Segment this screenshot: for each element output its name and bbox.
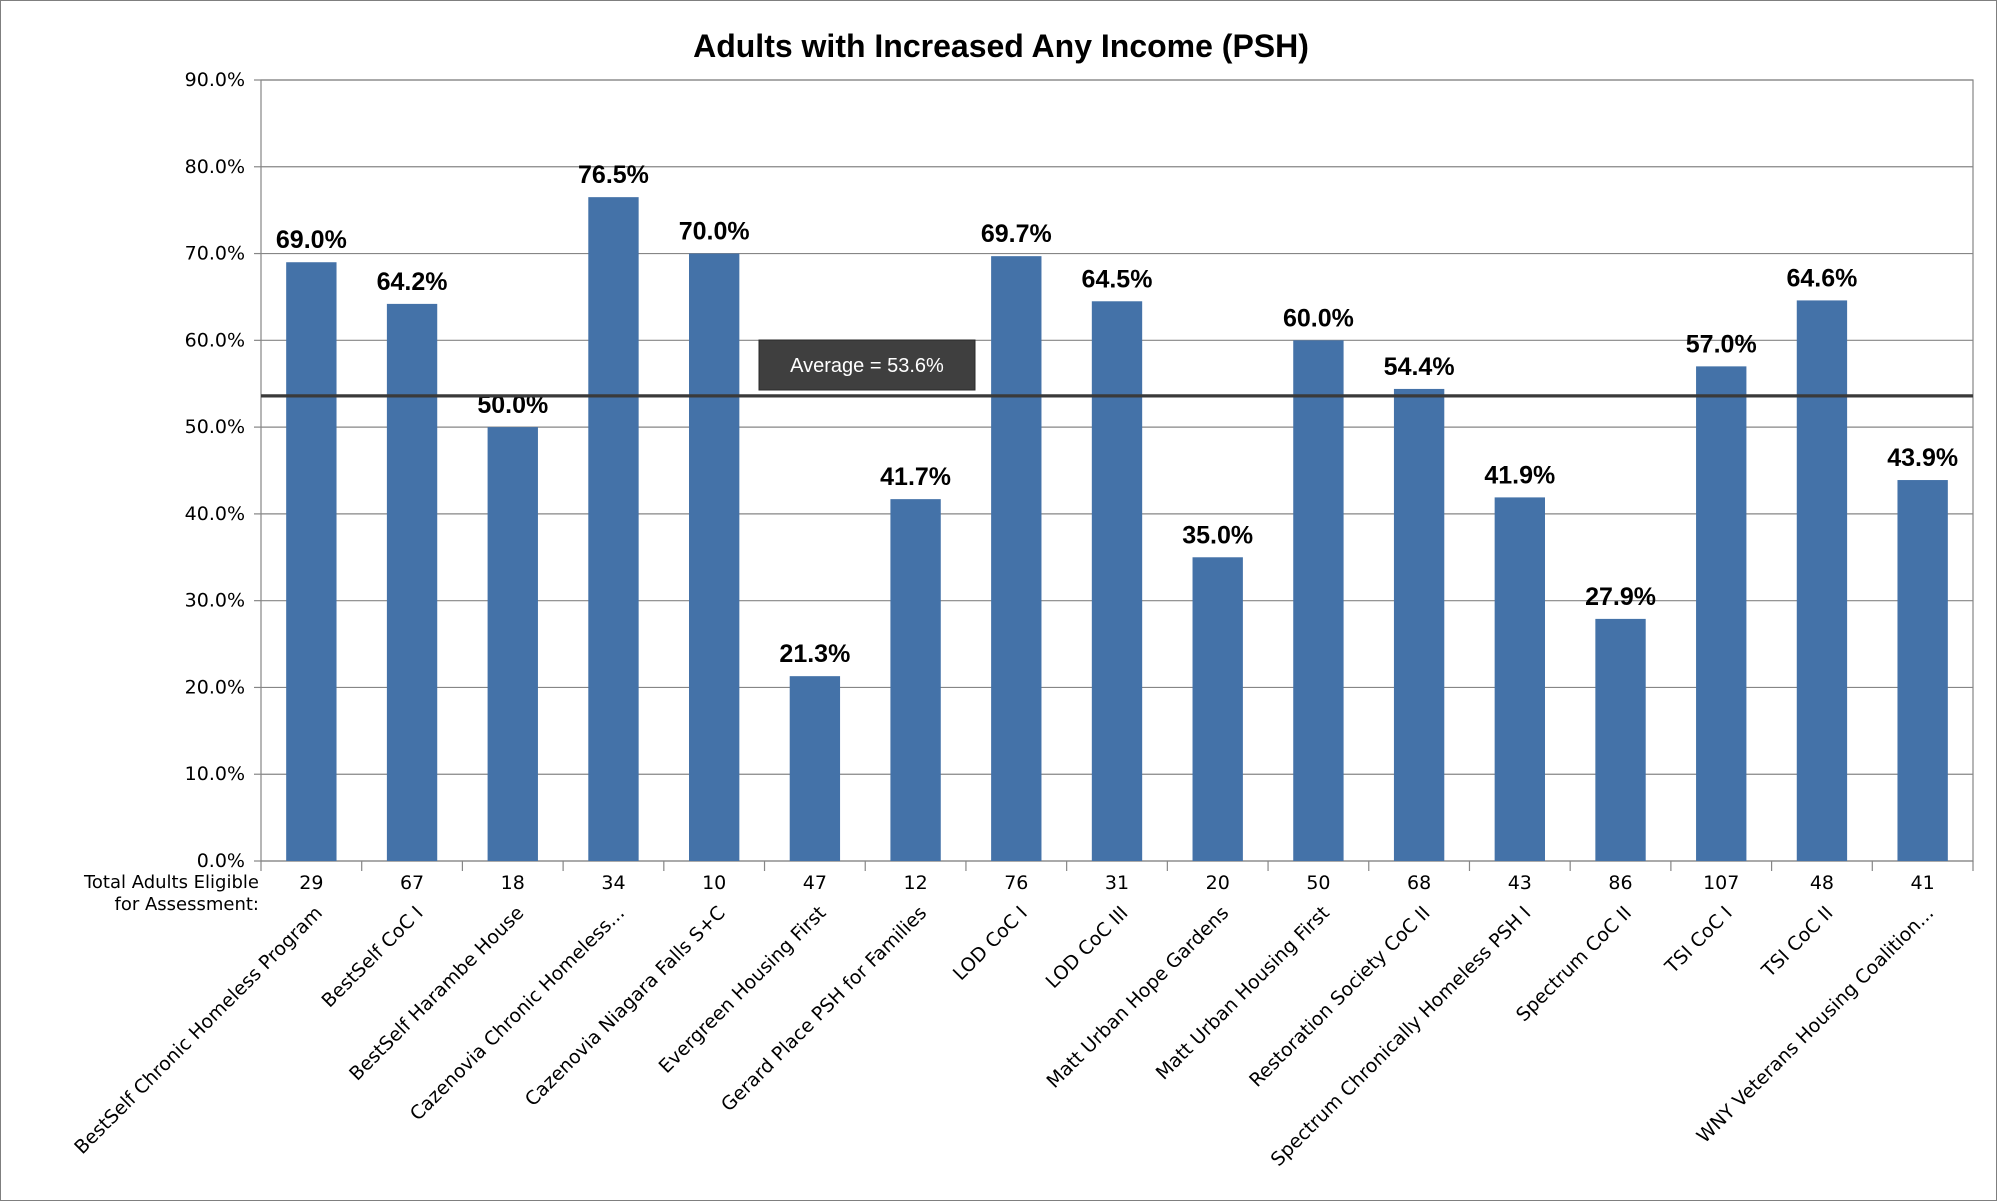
eligible-count: 76 <box>1004 872 1028 894</box>
eligible-count: 31 <box>1105 872 1129 894</box>
y-tick-label: 40.0% <box>185 503 245 525</box>
x-category-label: Matt Urban Hope Gardens <box>1043 902 1234 1093</box>
eligible-row-label-line2: for Assessment: <box>114 894 259 915</box>
eligible-count: 12 <box>903 872 927 894</box>
eligible-count: 48 <box>1810 872 1834 894</box>
x-category-label: Cazenovia Chronic Homeless... <box>406 902 629 1125</box>
bar <box>286 262 337 861</box>
bar <box>487 427 538 861</box>
eligible-count: 34 <box>601 872 625 894</box>
y-axis: 0.0% 10.0% 20.0% 30.0% 40.0% 50.0% 60.0% 70.0% 8… <box>185 69 261 872</box>
eligible-count: 50 <box>1306 872 1330 894</box>
x-category-label: LOD CoC I <box>949 902 1032 985</box>
data-label: 64.2% <box>377 268 448 296</box>
eligible-count: 10 <box>702 872 726 894</box>
data-label: 54.4% <box>1384 353 1455 381</box>
eligible-count: 18 <box>501 872 525 894</box>
data-label: 64.5% <box>1082 265 1153 293</box>
bar <box>1696 366 1747 861</box>
data-label: 76.5% <box>578 161 649 189</box>
y-tick-label: 10.0% <box>185 763 245 785</box>
data-label: 43.9% <box>1887 444 1958 472</box>
y-tick-label: 0.0% <box>197 850 245 872</box>
eligible-count: 67 <box>400 872 424 894</box>
eligible-count: 41 <box>1911 872 1935 894</box>
bar <box>789 676 841 861</box>
x-axis: BestSelf Chronic Homeless ProgramBestSel… <box>70 861 1974 1171</box>
data-label: 41.7% <box>880 463 951 491</box>
eligible-row-label-line1: Total Adults Eligible <box>83 872 259 893</box>
bar <box>1897 480 1948 861</box>
eligible-count: 86 <box>1608 872 1632 894</box>
y-tick-label: 20.0% <box>185 676 245 698</box>
y-tick-label: 50.0% <box>185 416 245 438</box>
data-label: 57.0% <box>1686 330 1757 358</box>
bar <box>1091 301 1143 861</box>
average-label: Average = 53.6% <box>790 355 944 377</box>
eligible-count: 43 <box>1508 872 1532 894</box>
x-category-label: BestSelf CoC I <box>318 902 428 1012</box>
eligible-count: 107 <box>1703 872 1739 894</box>
bar <box>1796 300 1848 862</box>
y-tick-label: 80.0% <box>185 156 245 178</box>
chart-title: Adults with Increased Any Income (PSH) <box>693 28 1309 64</box>
data-label: 21.3% <box>779 640 850 668</box>
x-category-label: Gerard Place PSH for Families <box>717 902 931 1116</box>
data-label: 64.6% <box>1786 264 1857 292</box>
x-category-label: LOD CoC III <box>1042 902 1133 993</box>
data-label: 35.0% <box>1182 521 1253 549</box>
x-category-label: Cazenovia Niagara Falls S+C <box>521 902 730 1111</box>
data-label: 69.7% <box>981 220 1052 248</box>
bar <box>689 253 740 862</box>
eligible-count: 29 <box>299 872 323 894</box>
x-category-label: Restoration Society CoC II <box>1245 902 1435 1092</box>
bar <box>1293 340 1344 861</box>
eligible-count: 47 <box>803 872 827 894</box>
bar <box>1192 557 1243 861</box>
bar <box>1595 618 1646 861</box>
x-category-label: BestSelf Harambe House <box>345 902 528 1085</box>
x-category-label: BestSelf Chronic Homeless Program <box>70 902 327 1159</box>
data-label: 41.9% <box>1484 461 1555 489</box>
bar <box>386 303 438 861</box>
average-line-group: Average = 53.6% <box>261 339 1973 398</box>
data-label: 60.0% <box>1283 304 1354 332</box>
y-tick-label: 60.0% <box>185 329 245 351</box>
eligible-count: 68 <box>1407 872 1431 894</box>
y-tick-label: 90.0% <box>185 69 245 91</box>
eligible-count: 20 <box>1206 872 1230 894</box>
y-tick-label: 70.0% <box>185 243 245 265</box>
x-category-label: TSI CoC I <box>1660 902 1736 978</box>
data-label: 69.0% <box>276 226 347 254</box>
x-category-label: Evergreen Housing First <box>655 902 831 1078</box>
average-label-box <box>758 339 976 391</box>
x-category-label: TSI CoC II <box>1757 902 1837 982</box>
bar <box>1494 497 1545 861</box>
bar <box>588 197 639 861</box>
x-category-label: Matt Urban Housing First <box>1152 902 1334 1084</box>
bars: 69.0%64.2%50.0%76.5%70.0%21.3%41.7%69.7%… <box>276 161 1958 862</box>
bar <box>991 256 1042 861</box>
bar <box>1393 388 1445 861</box>
data-label: 70.0% <box>679 218 750 246</box>
y-tick-label: 30.0% <box>185 590 245 612</box>
data-label: 27.9% <box>1585 583 1656 611</box>
bar <box>890 499 941 861</box>
